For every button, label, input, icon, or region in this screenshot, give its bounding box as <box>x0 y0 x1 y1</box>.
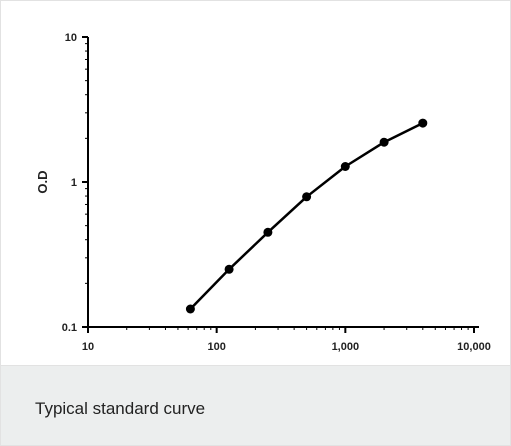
data-point <box>418 118 428 128</box>
data-point <box>263 227 273 237</box>
axes <box>87 37 479 328</box>
series-line <box>189 121 424 310</box>
y-minor-ticks <box>85 43 88 284</box>
series-group <box>185 118 428 314</box>
standard-curve-chart: 0.1 1 10 10 100 1,000 10,000 O.D <box>35 32 491 353</box>
y-axis-title: O.D <box>35 170 50 193</box>
x-tick-label: 100 <box>207 341 225 353</box>
x-minor-ticks <box>126 327 469 330</box>
caption-bar <box>1 366 510 445</box>
data-point <box>224 264 234 274</box>
data-point <box>185 304 195 314</box>
chart-panel: 0.1 1 10 10 100 1,000 10,000 O.D <box>1 1 510 366</box>
y-tick-label: 0.1 <box>62 322 77 334</box>
x-tick-label: 10 <box>82 341 94 353</box>
x-tick-label: 10,000 <box>457 341 491 353</box>
data-point <box>302 192 312 202</box>
data-point <box>340 162 350 171</box>
y-tick-label: 10 <box>65 32 77 44</box>
y-tick-label: 1 <box>71 177 77 189</box>
data-point <box>379 137 389 147</box>
x-tick-label: 1,000 <box>332 341 360 353</box>
y-major-ticks: 0.1 1 10 <box>62 32 88 334</box>
x-major-ticks: 10 100 1,000 10,000 <box>82 327 491 353</box>
figure-caption: Typical standard curve <box>35 399 206 418</box>
